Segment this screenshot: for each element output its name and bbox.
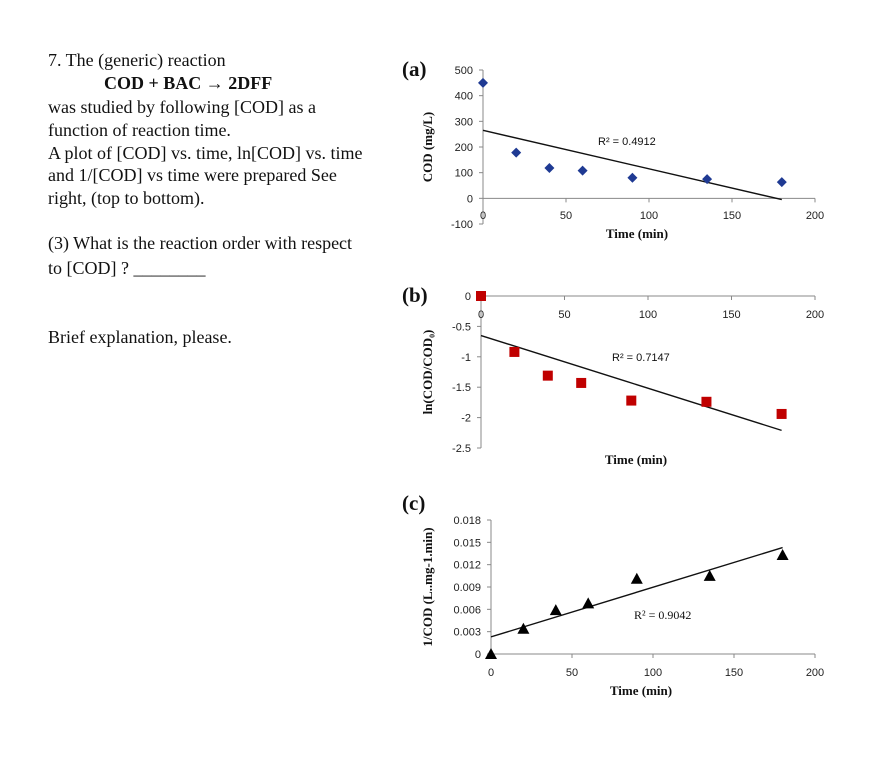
data-point-triangle [549, 604, 562, 616]
x-tick-label: 150 [725, 667, 743, 679]
r-squared-annotation: R² = 0.9042 [634, 608, 691, 622]
data-point-square [576, 377, 587, 388]
data-point-triangle [703, 569, 716, 581]
data-point-square [476, 291, 486, 301]
y-tick-label: 0.012 [453, 560, 481, 572]
y-tick-label: -0.5 [452, 321, 471, 333]
y-axis-title: ln(COD/COD₀) [420, 330, 435, 415]
r-squared-annotation: R² = 0.4912 [598, 136, 656, 148]
x-tick-label: 200 [806, 309, 824, 321]
y-tick-label: 400 [455, 91, 473, 103]
x-tick-label: 200 [806, 667, 824, 679]
panel-label: (b) [402, 283, 428, 307]
data-point-diamond [511, 147, 522, 158]
y-tick-label: 0.018 [453, 515, 481, 527]
data-point-triangle [630, 572, 643, 584]
y-tick-label: -2.5 [452, 443, 471, 455]
question-text-line: function of reaction time. [48, 120, 231, 140]
x-tick-label: 50 [566, 667, 578, 679]
reaction-equation: COD + BAC → 2DFF [104, 73, 273, 93]
x-tick-label: 100 [639, 309, 657, 321]
data-point-square [509, 346, 520, 357]
data-point-diamond [478, 77, 488, 88]
data-point-triangle [582, 597, 595, 609]
explanation-prompt: Brief explanation, please. [48, 327, 232, 347]
question-title: 7. The (generic) reaction [48, 50, 226, 70]
y-tick-label: -100 [451, 219, 473, 231]
question-text-line: A plot of [COD] vs. time, ln[COD] vs. ti… [48, 143, 363, 163]
y-axis-title: 1/COD (L..mg-1.min) [420, 527, 435, 646]
data-point-diamond [627, 172, 638, 183]
y-tick-label: 0 [467, 193, 473, 205]
y-tick-label: 0.015 [453, 537, 481, 549]
y-tick-label: -2 [461, 413, 471, 425]
question-text-line: right, (top to bottom). [48, 188, 205, 208]
panel-label: (a) [402, 57, 427, 81]
x-axis-title: Time (min) [605, 452, 667, 467]
x-tick-label: 0 [480, 210, 486, 222]
r-squared-annotation: R² = 0.7147 [612, 352, 670, 364]
question-text-line: was studied by following [COD] as a [48, 97, 316, 117]
y-tick-label: 100 [455, 168, 473, 180]
x-tick-label: 100 [640, 210, 658, 222]
trendline [480, 334, 782, 432]
part3-question-answer-blank: to [COD] ? ________ [48, 258, 206, 278]
y-axis-title: COD (mg/L) [420, 112, 435, 182]
data-point-diamond [702, 174, 713, 185]
data-point-triangle [517, 622, 530, 634]
data-point-triangle [485, 648, 497, 659]
data-point-diamond [776, 177, 787, 188]
trendline [490, 546, 783, 638]
y-tick-label: 0.009 [453, 582, 481, 594]
question-text-line: and 1/[COD] vs time were prepared See [48, 165, 337, 185]
data-point-square [626, 395, 637, 406]
trendline [482, 129, 782, 201]
y-tick-label: 0 [475, 649, 481, 661]
y-tick-label: 0.003 [453, 627, 481, 639]
y-tick-label: 300 [455, 116, 473, 128]
panel-label: (c) [402, 491, 425, 515]
x-tick-label: 50 [558, 309, 570, 321]
data-point-triangle [776, 548, 789, 560]
x-tick-label: 50 [560, 210, 572, 222]
x-tick-label: 150 [722, 309, 740, 321]
x-axis-title: Time (min) [610, 683, 672, 698]
data-point-diamond [577, 165, 588, 176]
x-tick-label: 150 [723, 210, 741, 222]
data-point-square [542, 370, 553, 381]
y-tick-label: 500 [455, 65, 473, 77]
y-tick-label: 0.006 [453, 604, 481, 616]
data-point-diamond [544, 163, 555, 174]
x-tick-label: 0 [488, 667, 494, 679]
y-tick-label: -1.5 [452, 382, 471, 394]
y-tick-label: 200 [455, 142, 473, 154]
x-tick-label: 0 [478, 309, 484, 321]
y-tick-label: 0 [465, 291, 471, 303]
y-tick-label: -1 [461, 352, 471, 364]
part3-question: (3) What is the reaction order with resp… [48, 233, 353, 253]
x-axis-title: Time (min) [606, 226, 668, 241]
data-point-square [776, 408, 787, 419]
x-tick-label: 200 [806, 210, 824, 222]
data-point-square [701, 396, 712, 407]
x-tick-label: 100 [644, 667, 662, 679]
